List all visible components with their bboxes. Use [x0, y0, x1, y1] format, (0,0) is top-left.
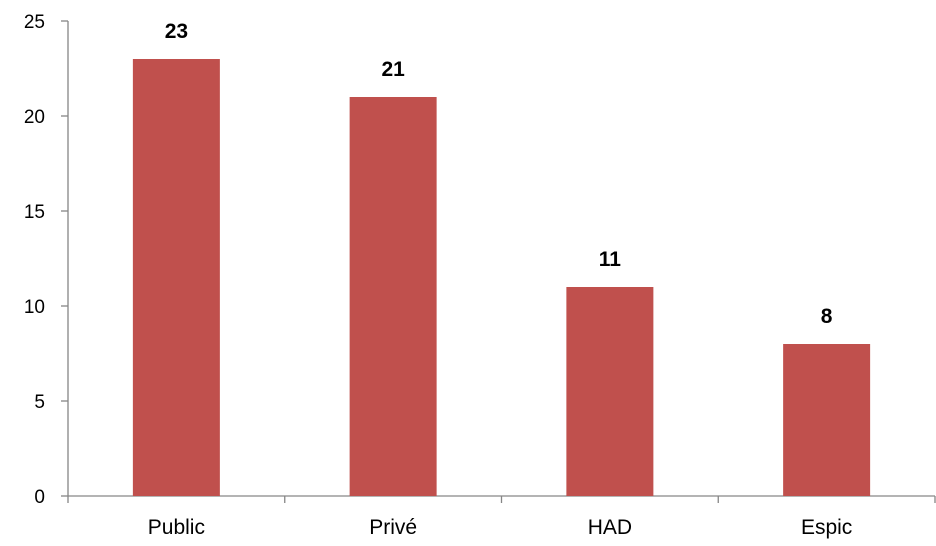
- data-label: 23: [165, 20, 188, 43]
- y-axis: 0 5 10 15 20 25: [24, 12, 69, 508]
- bar: [783, 344, 871, 496]
- data-labels: 23 21 11 8: [165, 20, 833, 328]
- y-tick-label: 5: [34, 392, 45, 413]
- y-tick-label: 0: [34, 487, 45, 508]
- x-category-label: Privé: [369, 516, 417, 539]
- x-category-label: Public: [148, 516, 205, 539]
- x-category-label: HAD: [588, 516, 632, 539]
- y-tick-label: 20: [24, 107, 45, 128]
- x-axis: Public Privé HAD Espic: [67, 495, 936, 539]
- y-tick-label: 15: [24, 202, 45, 223]
- bars: [132, 59, 871, 496]
- data-label: 21: [381, 58, 405, 81]
- data-label: 8: [821, 305, 833, 328]
- bar: [349, 97, 437, 496]
- bar: [132, 59, 220, 496]
- y-tick-label: 10: [24, 297, 45, 318]
- x-category-label: Espic: [801, 516, 852, 539]
- bar: [566, 287, 654, 496]
- data-label: 11: [599, 248, 622, 271]
- y-tick-label: 25: [24, 12, 45, 33]
